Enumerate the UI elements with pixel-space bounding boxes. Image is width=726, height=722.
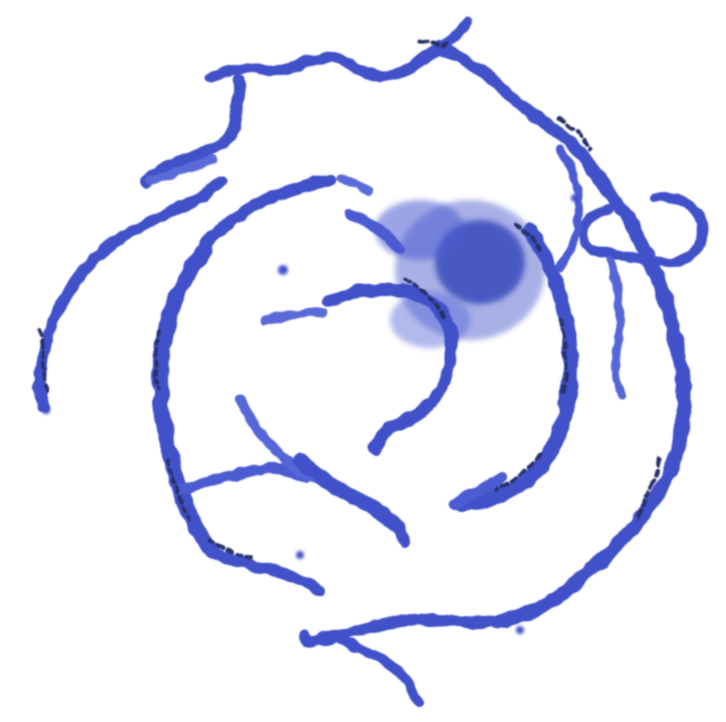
- inner-arm-bottom-stroke: [449, 472, 506, 511]
- core-left-wisp-stroke: [260, 307, 330, 325]
- scattered-specks: [42, 194, 579, 634]
- inner-right-spiral-arm: [293, 222, 578, 547]
- middle-arm-left-stroke: [152, 242, 220, 558]
- core-hook-stroke: [368, 418, 402, 455]
- outer-arm-right-side-stroke: [488, 213, 691, 629]
- middle-arm-top-speck-stroke: [336, 174, 374, 196]
- outer-arm-bottom-stroke: [299, 613, 506, 648]
- speck: [42, 406, 50, 414]
- speck: [296, 551, 304, 559]
- speck: [571, 194, 579, 202]
- outer-arm-left-descent-stroke: [140, 74, 246, 188]
- outer-arm-right-branch-stroke: [605, 255, 627, 400]
- core-upper-wisp-stroke: [344, 209, 406, 256]
- middle-arm-bottom-left-stroke: [206, 546, 324, 596]
- outer-arm-right-branch-2-stroke: [556, 146, 583, 272]
- outer-arm-flick-stroke: [145, 155, 217, 185]
- spiral-core: [260, 200, 545, 455]
- core-dark-edge: [403, 223, 542, 322]
- speck: [278, 265, 288, 275]
- outer-arm-bottom-tail-stroke: [335, 635, 423, 707]
- inner-arm-lower-left-stroke: [293, 453, 412, 547]
- outer-arm-left-curve-stroke: [33, 176, 226, 414]
- outer-arm-dark-edge: [38, 38, 662, 522]
- inner-arm-right-stroke: [454, 222, 578, 513]
- inner-arm-dark-edge: [493, 318, 569, 492]
- outer-arm-right-upper-stroke: [433, 41, 637, 225]
- outer-arm-top-stroke: [204, 16, 474, 84]
- middle-spiral-arm: [152, 174, 374, 596]
- middle-arm-top-stroke: [199, 174, 336, 251]
- middle-arm-lower-branch-stroke: [174, 462, 311, 496]
- speck: [516, 626, 524, 634]
- outer-spiral-arm: [33, 16, 708, 707]
- core-inner-curl-stroke: [323, 283, 459, 432]
- middle-arm-dark-edge: [154, 328, 252, 560]
